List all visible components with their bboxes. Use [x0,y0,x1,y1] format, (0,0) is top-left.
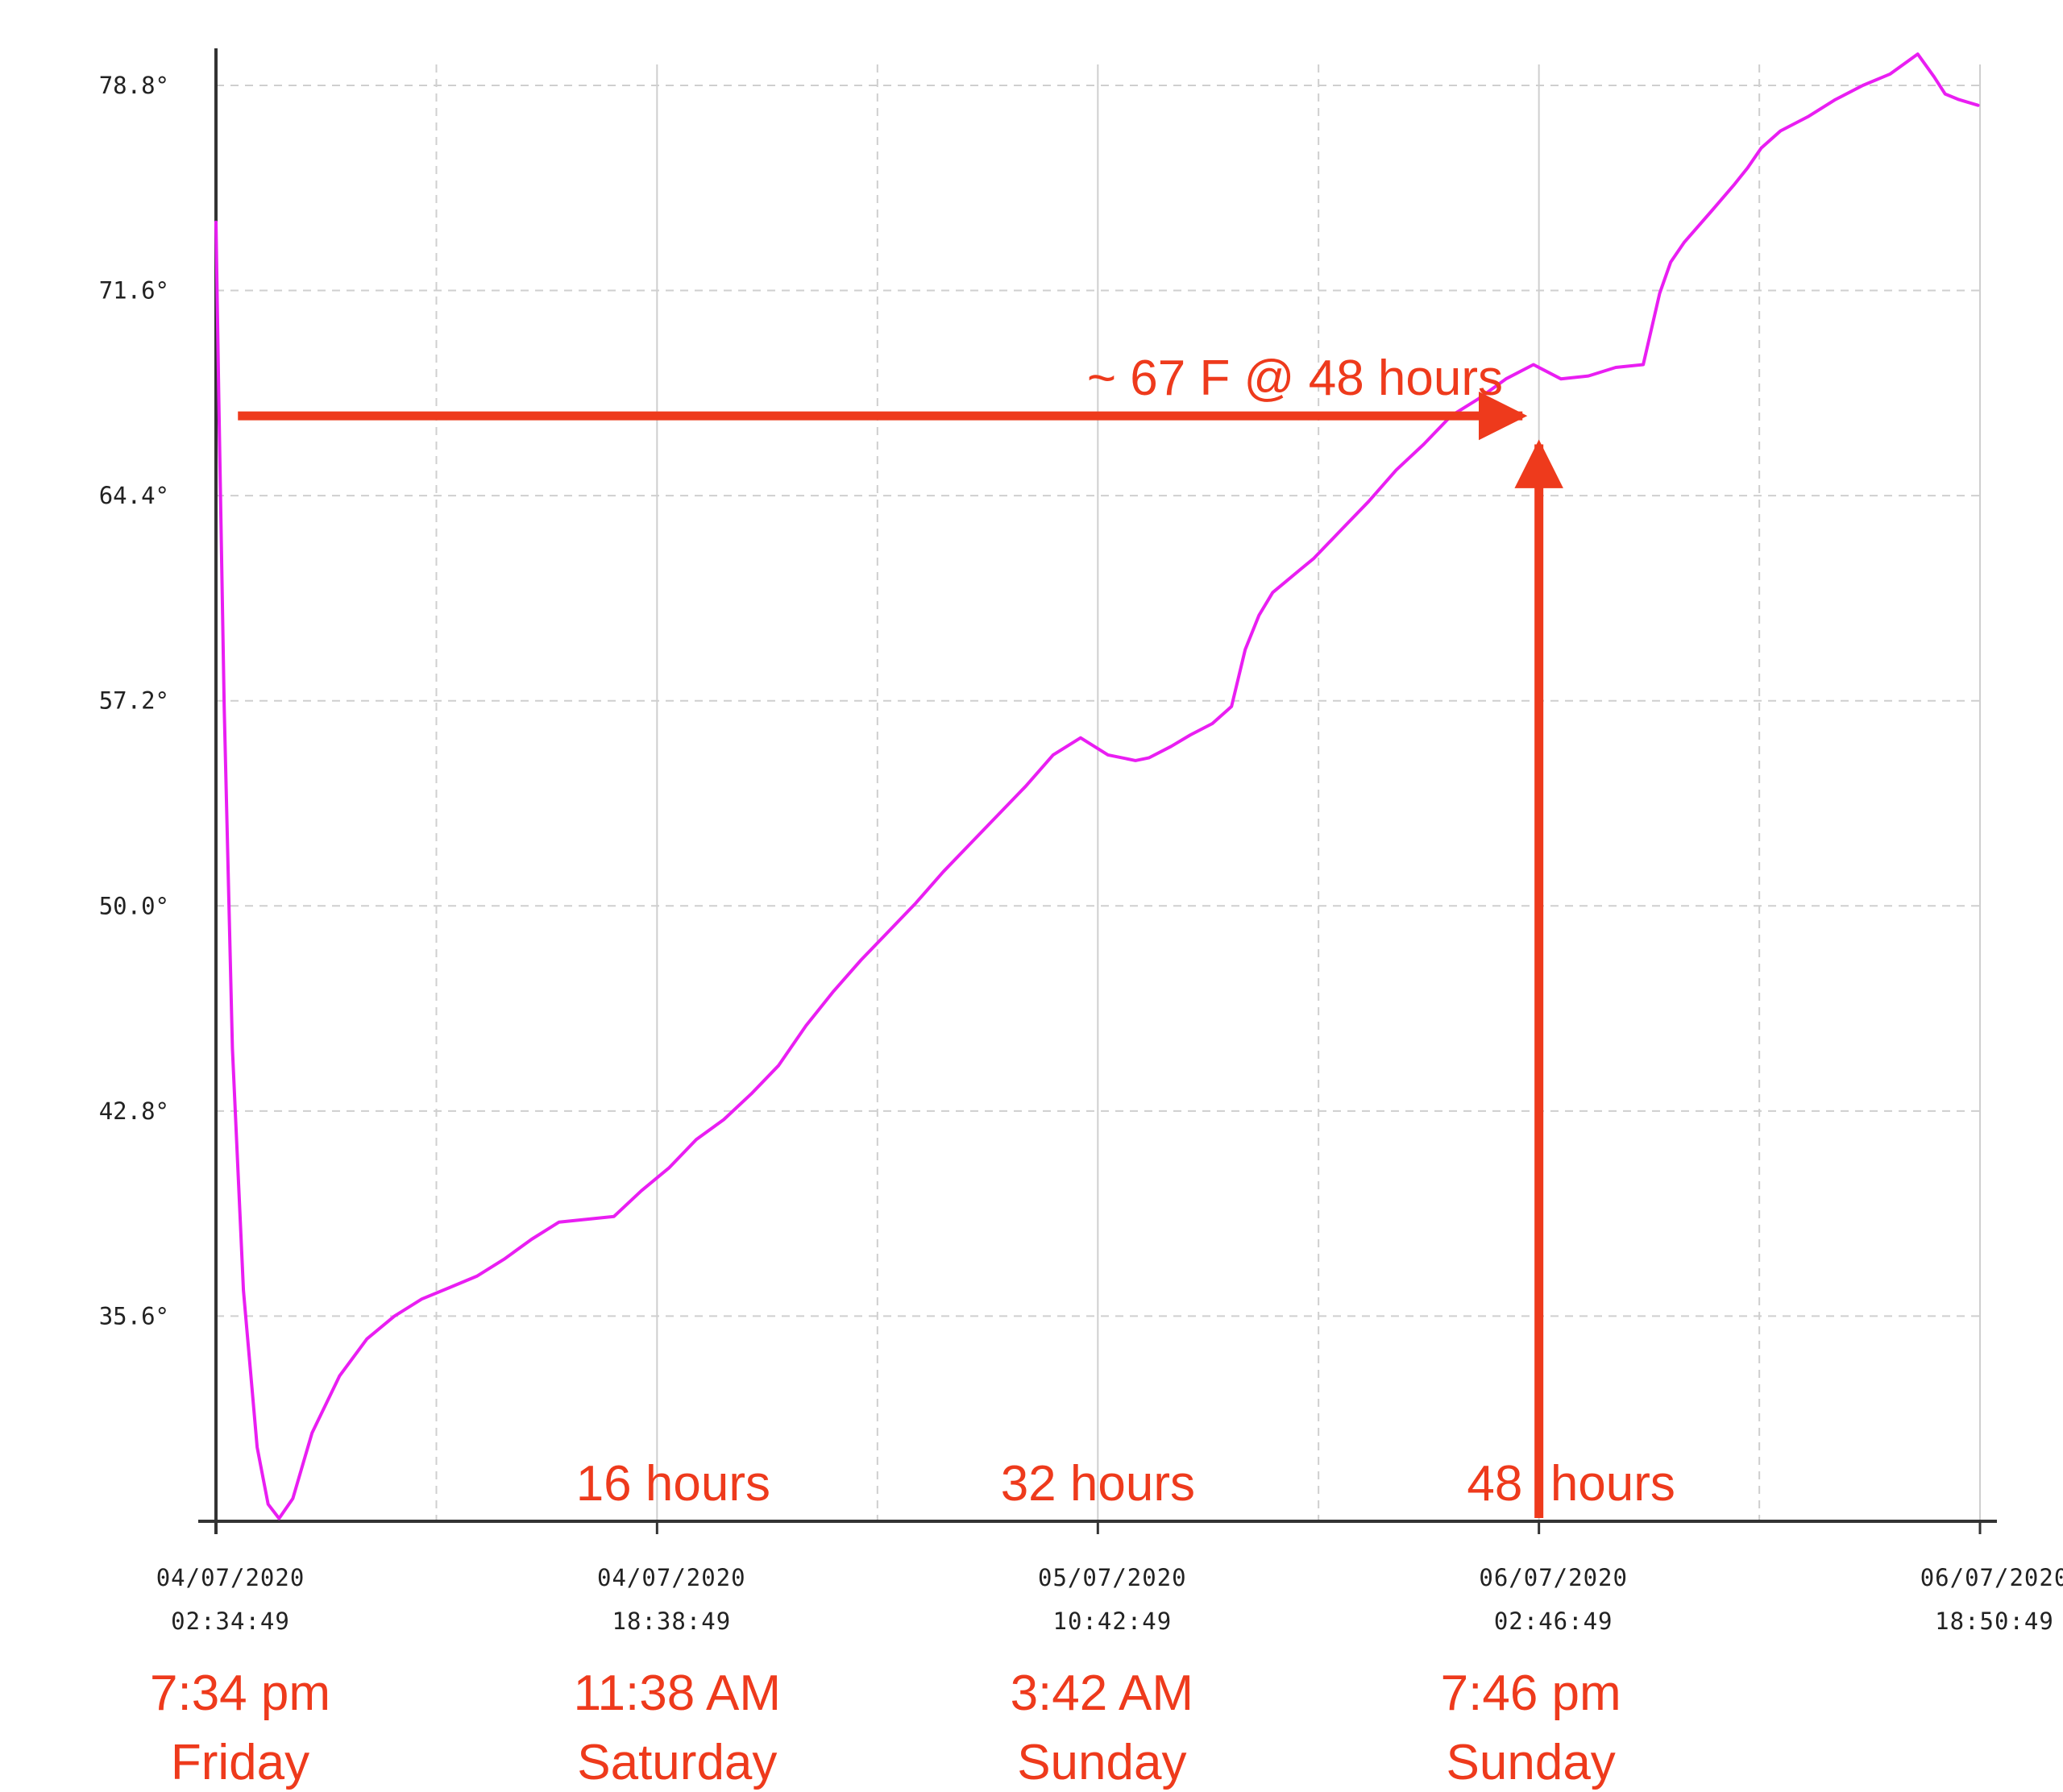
x-tick-time: 02:46:49 [1494,1607,1613,1635]
x-tick-date: 06/07/2020 [1920,1564,2063,1591]
x-tick-time: 18:50:49 [1935,1607,2054,1635]
local-time-label: 7:46 pm [1441,1665,1621,1721]
x-tick-time: 18:38:49 [612,1607,731,1635]
x-tick-time: 10:42:49 [1052,1607,1172,1635]
y-tick-label: 71.6° [99,277,169,305]
local-day-label: Saturday [577,1735,777,1790]
y-tick-label: 78.8° [99,72,169,99]
y-tick-label: 50.0° [99,892,169,919]
local-day-label: Sunday [1447,1735,1616,1790]
x-tick-date: 04/07/2020 [156,1564,305,1591]
local-day-label: Sunday [1017,1735,1186,1790]
annotation-32-hours: 32 hours [1001,1456,1195,1512]
temperature-series-line [214,52,1980,1520]
y-tick-label: 35.6° [99,1302,169,1329]
annotation-67f-label: ~ 67 F @ 48 hours [1087,351,1503,406]
local-time-label: 11:38 AM [574,1665,781,1721]
x-tick-date: 06/07/2020 [1479,1564,1628,1591]
local-time-label: 7:34 pm [150,1665,330,1721]
x-tick-date: 04/07/2020 [597,1564,746,1591]
local-time-label: 3:42 AM [1011,1665,1193,1721]
x-tick-time: 02:34:49 [171,1607,290,1635]
y-tick-label: 64.4° [99,482,169,509]
annotation-48-hours: 48 hours [1467,1456,1675,1512]
x-tick-date: 05/07/2020 [1038,1564,1187,1591]
annotation-16-hours: 16 hours [576,1456,770,1512]
y-tick-label: 57.2° [99,687,169,715]
local-day-label: Friday [171,1735,309,1790]
y-tick-label: 42.8° [99,1097,169,1125]
